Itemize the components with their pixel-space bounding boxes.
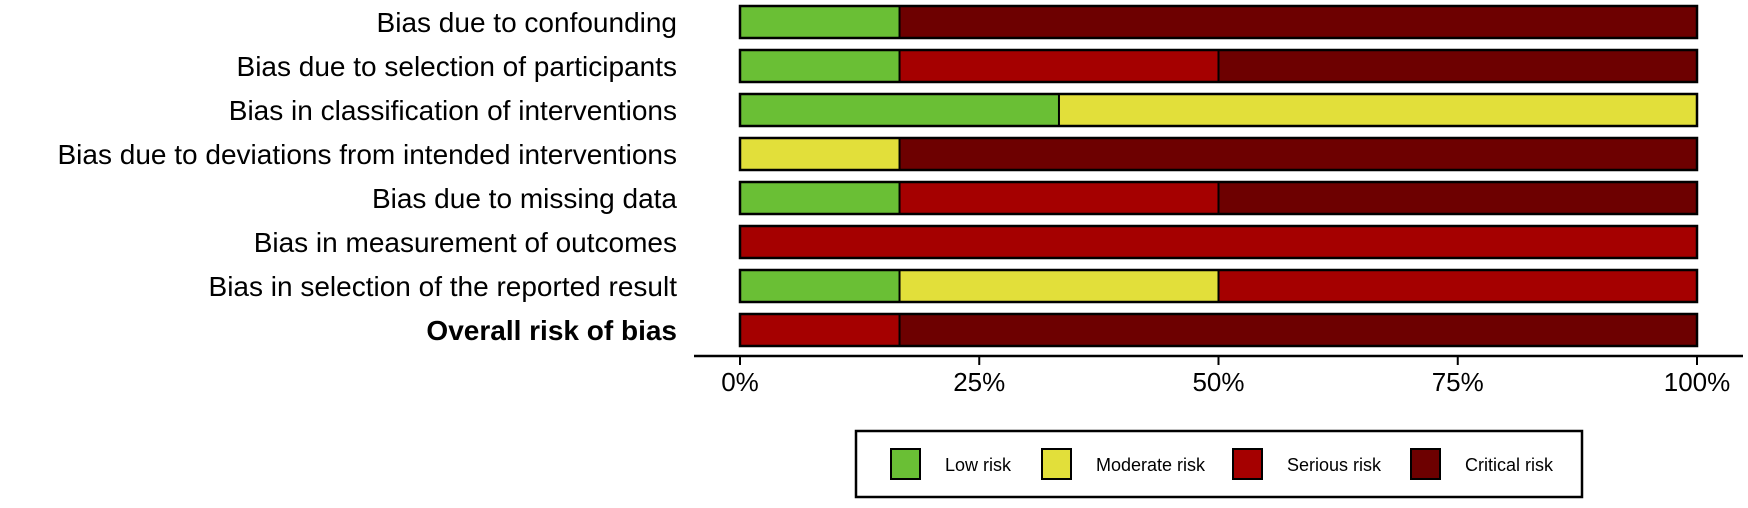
legend-label: Critical risk — [1465, 455, 1554, 475]
bar-segment — [740, 6, 900, 38]
row-labels: Bias due to confounding Bias due to selec… — [58, 7, 678, 346]
bar-segment — [1058, 94, 1697, 126]
bar-segment — [740, 182, 900, 214]
bar-segment — [740, 270, 900, 302]
legend-key — [890, 448, 921, 480]
x-tick-label: 25% — [953, 367, 1005, 397]
bar-segment — [740, 50, 900, 82]
bar-segment — [1218, 270, 1697, 302]
bar-segment — [740, 94, 1059, 126]
bar-segment — [899, 182, 1219, 214]
x-tick-label: 75% — [1432, 367, 1484, 397]
bar-outline — [738, 268, 1699, 304]
legend-box — [854, 429, 1584, 499]
x-axis: 0% 25% 50% 75% 100% — [694, 354, 1743, 397]
bar-segment — [1218, 50, 1697, 82]
row-label: Bias due to deviations from intended int… — [58, 139, 678, 170]
row-label: Bias in measurement of outcomes — [254, 227, 677, 258]
row-label: Bias due to confounding — [377, 7, 677, 38]
row-label: Bias due to selection of participants — [237, 51, 677, 82]
bar-outline — [738, 92, 1699, 128]
legend-key — [1232, 448, 1263, 480]
legend-label: Low risk — [945, 455, 1012, 475]
bar-segment — [899, 270, 1219, 302]
legend: Low risk Moderate risk Serious risk Critica… — [854, 429, 1584, 499]
bar-segment — [740, 314, 900, 346]
bar-segment — [899, 50, 1219, 82]
bar-segment — [899, 314, 1697, 346]
bar-segment — [740, 138, 900, 170]
bar-outline — [738, 4, 1699, 40]
x-tick-label: 50% — [1192, 367, 1244, 397]
bars-layer — [738, 4, 1699, 348]
row-label: Overall risk of bias — [426, 315, 677, 346]
x-tick-label: 0% — [721, 367, 759, 397]
legend-label: Moderate risk — [1096, 455, 1206, 475]
x-tick-label: 100% — [1664, 367, 1731, 397]
bar-segment — [1218, 182, 1697, 214]
legend-key — [1041, 448, 1072, 480]
row-label: Bias due to missing data — [372, 183, 677, 214]
bar-segment — [899, 138, 1697, 170]
row-label: Bias in selection of the reported result — [209, 271, 678, 302]
bar-segment — [740, 226, 1697, 258]
bar-outline — [738, 224, 1699, 260]
bar-outline — [738, 312, 1699, 348]
legend-label: Serious risk — [1287, 455, 1382, 475]
bar-segment — [899, 6, 1697, 38]
bar-outline — [738, 136, 1699, 172]
legend-key — [1410, 448, 1441, 480]
bar-outline — [738, 48, 1699, 84]
bar-outline — [738, 180, 1699, 216]
row-label: Bias in classification of interventions — [229, 95, 677, 126]
